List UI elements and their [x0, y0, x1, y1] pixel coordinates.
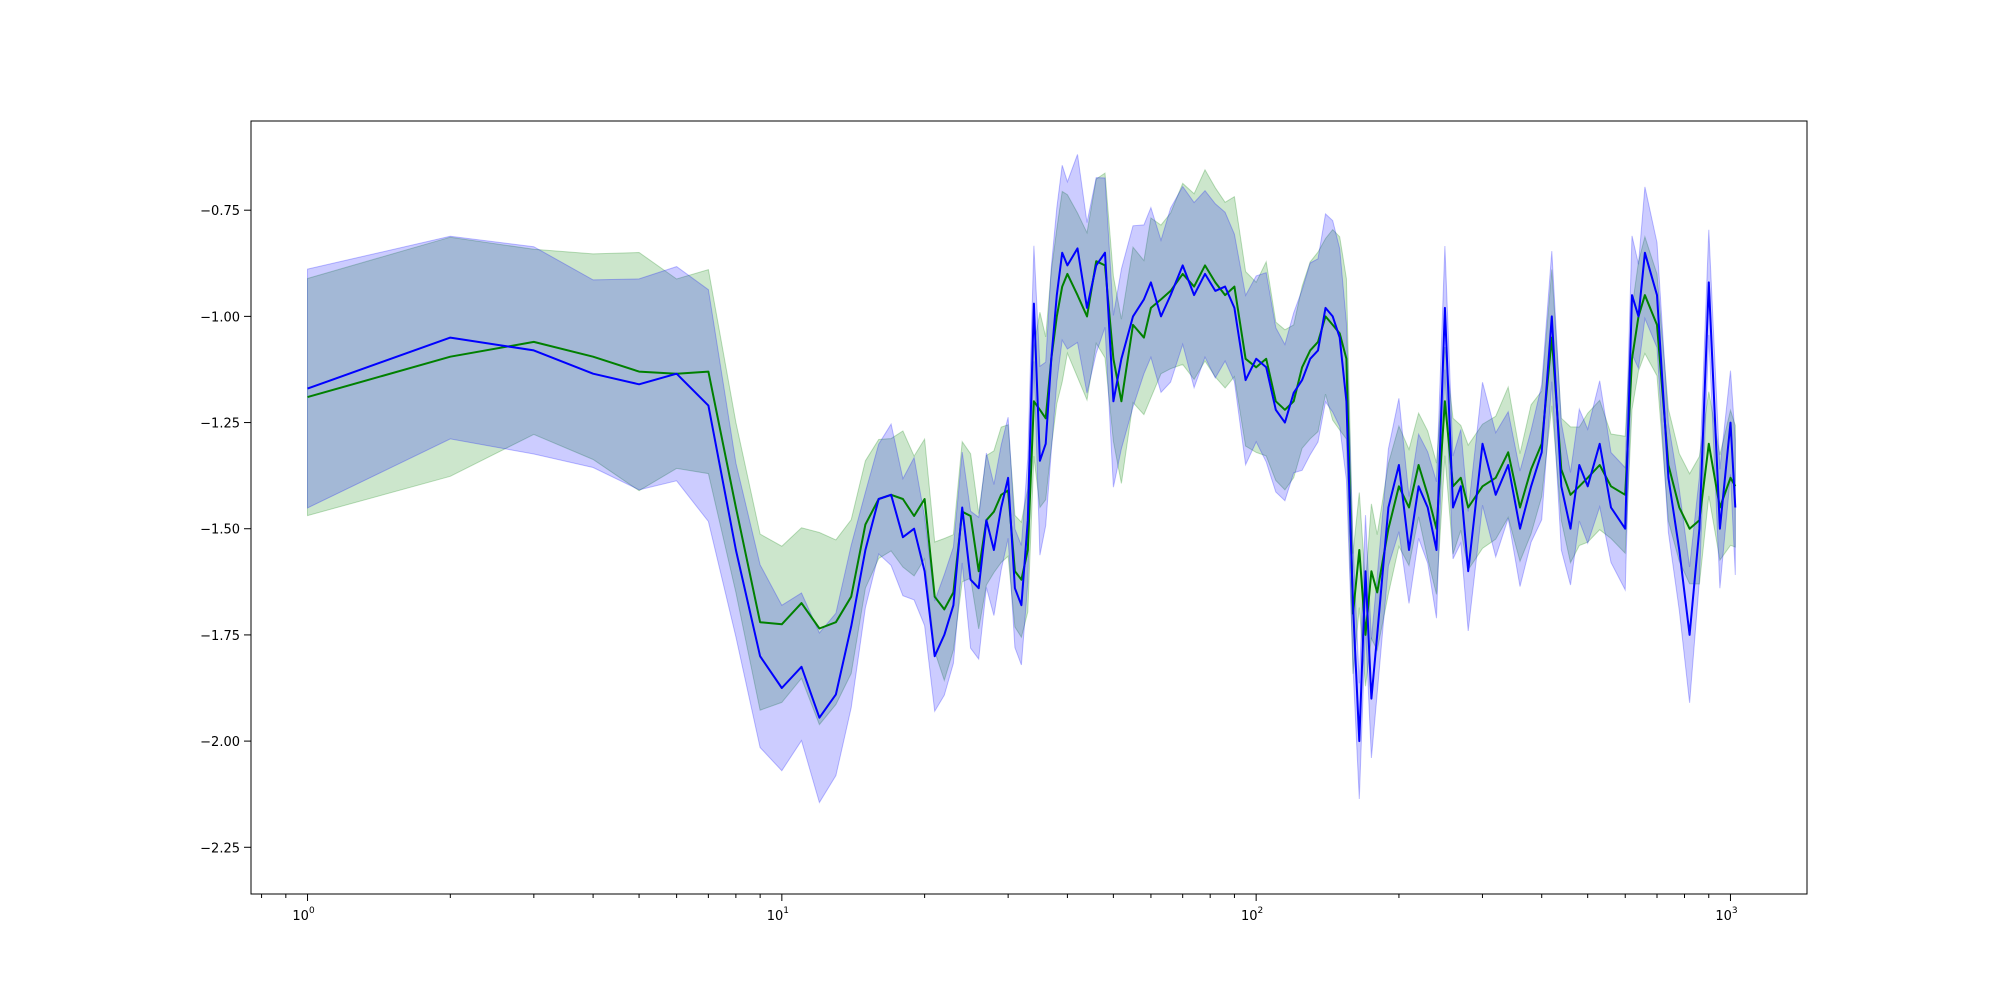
x-tick-label: 102 [1241, 906, 1263, 924]
axes-frame [250, 120, 1808, 895]
y-tick-label: −1.50 [200, 523, 240, 538]
band-blue [307, 154, 1736, 804]
confidence-bands [307, 154, 1736, 804]
y-tick-label: −2.25 [200, 841, 240, 856]
series-lines [307, 247, 1737, 743]
y-axis: −0.75 −1.00 −1.25 −1.50 −1.75 −2.00 −2.25 [200, 204, 251, 856]
x-axis: 100 101 102 103 [261, 894, 1738, 924]
series-line-blue [307, 247, 1737, 743]
y-tick-label: −1.75 [200, 629, 240, 644]
x-tick-label: 101 [767, 906, 789, 924]
x-tick-label: 100 [292, 906, 315, 924]
x-tick-label: 103 [1715, 906, 1737, 924]
y-tick-label: −1.00 [200, 310, 240, 325]
y-tick-label: −0.75 [200, 204, 240, 219]
y-tick-label: −2.00 [200, 735, 240, 750]
y-tick-label: −1.25 [200, 417, 240, 432]
